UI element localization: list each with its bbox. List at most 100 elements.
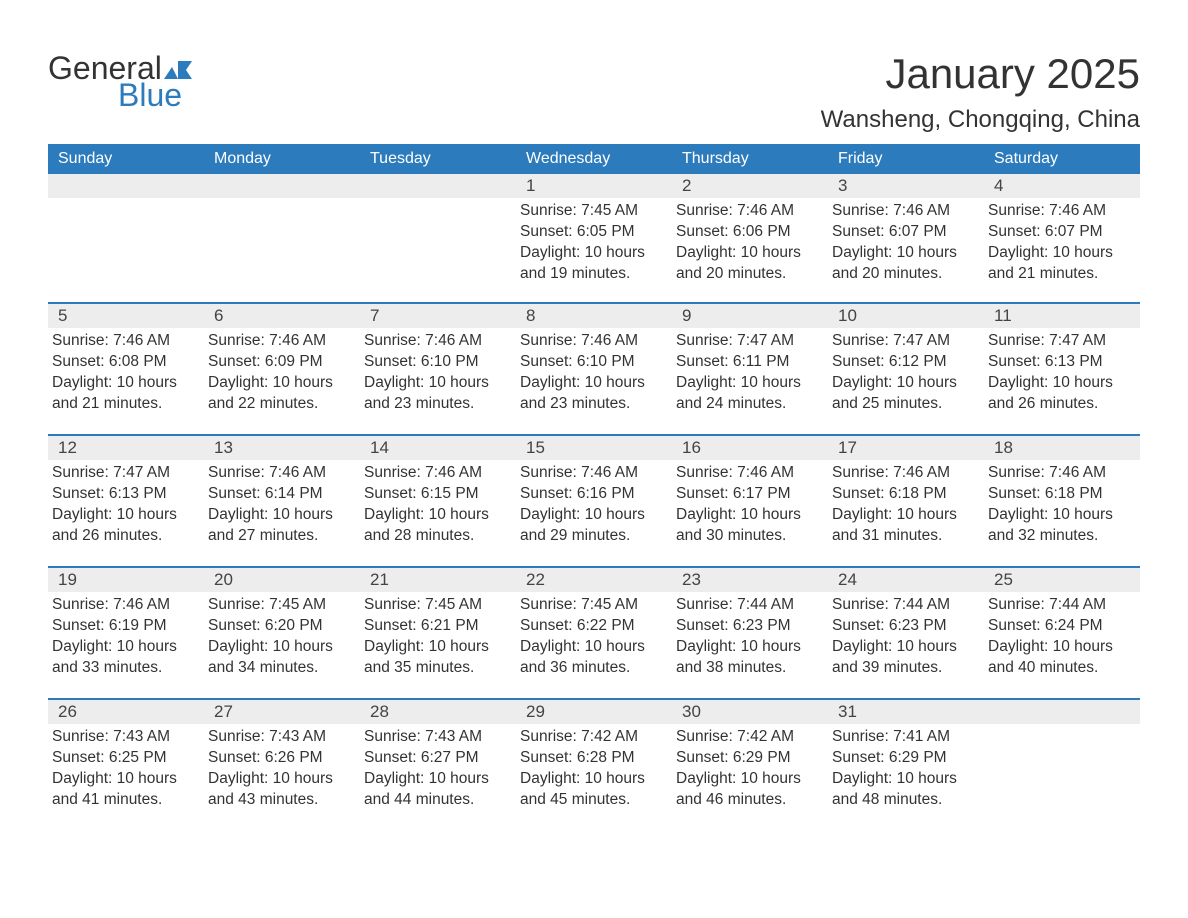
sunrise-text: Sunrise: 7:46 AM [676,201,828,222]
day-cell: 31 Sunrise: 7:41 AMSunset: 6:29 PMDayligh… [828,700,984,830]
logo: General Blue [48,50,192,114]
day-details: Sunrise: 7:43 AMSunset: 6:25 PMDaylight:… [48,724,204,811]
sunrise-text: Sunrise: 7:46 AM [364,331,516,352]
daylight-text: Daylight: 10 hours and 34 minutes. [208,637,360,679]
day-number: 3 [838,176,847,195]
logo-flag-icon [164,59,192,79]
day-num-row: 13 [204,436,360,460]
day-num-row: 20 [204,568,360,592]
day-number: 15 [526,438,545,457]
day-details: Sunrise: 7:45 AMSunset: 6:20 PMDaylight:… [204,592,360,679]
sunset-text: Sunset: 6:13 PM [52,484,204,505]
day-num-row: 15 [516,436,672,460]
sunrise-text: Sunrise: 7:45 AM [520,201,672,222]
sunset-text: Sunset: 6:11 PM [676,352,828,373]
day-num-row: 27 [204,700,360,724]
day-header-wednesday: Wednesday [516,144,672,174]
daylight-text: Daylight: 10 hours and 31 minutes. [832,505,984,547]
day-number: 27 [214,702,233,721]
sunrise-text: Sunrise: 7:46 AM [208,463,360,484]
day-number: 5 [58,306,67,325]
day-number: 22 [526,570,545,589]
day-num-row: 5 [48,304,204,328]
day-cell: 13Sunrise: 7:46 AMSunset: 6:14 PMDayligh… [204,436,360,566]
sunrise-text: Sunrise: 7:46 AM [988,463,1140,484]
month-title: January 2025 [821,50,1140,98]
day-number: 14 [370,438,389,457]
day-cell: 14Sunrise: 7:46 AMSunset: 6:15 PMDayligh… [360,436,516,566]
day-details: Sunrise: 7:42 AMSunset: 6:28 PMDaylight:… [516,724,672,811]
daylight-text: Daylight: 10 hours and 23 minutes. [364,373,516,415]
day-details: Sunrise: 7:46 AMSunset: 6:18 PMDaylight:… [984,460,1140,547]
day-cell: 30Sunrise: 7:42 AMSunset: 6:29 PMDayligh… [672,700,828,830]
sunset-text: Sunset: 6:29 PM [832,748,984,769]
day-num-row: 2 [672,174,828,198]
day-details: Sunrise: 7:44 AMSunset: 6:23 PMDaylight:… [828,592,984,679]
day-num-row: 31 [828,700,984,724]
day-cell: 15Sunrise: 7:46 AMSunset: 6:16 PMDayligh… [516,436,672,566]
day-cell: 6Sunrise: 7:46 AMSunset: 6:09 PMDaylight… [204,304,360,434]
day-number: 8 [526,306,535,325]
day-number: 21 [370,570,389,589]
title-block: January 2025 Wansheng, Chongqing, China [821,50,1140,134]
daylight-text: Daylight: 10 hours and 45 minutes. [520,769,672,811]
sunrise-text: Sunrise: 7:41 AM [832,727,984,748]
day-cell [984,700,1140,830]
day-header-sunday: Sunday [48,144,204,174]
daylight-text: Daylight: 10 hours and 35 minutes. [364,637,516,679]
daylight-text: Daylight: 10 hours and 27 minutes. [208,505,360,547]
day-details: Sunrise: 7:46 AMSunset: 6:10 PMDaylight:… [360,328,516,415]
day-details: Sunrise: 7:43 AMSunset: 6:27 PMDaylight:… [360,724,516,811]
day-cell: 2 Sunrise: 7:46 AMSunset: 6:06 PMDaylight… [672,174,828,302]
day-details: Sunrise: 7:46 AMSunset: 6:06 PMDaylight:… [672,198,828,285]
sunrise-text: Sunrise: 7:45 AM [364,595,516,616]
location: Wansheng, Chongqing, China [821,106,1140,134]
day-number: 17 [838,438,857,457]
sunrise-text: Sunrise: 7:42 AM [676,727,828,748]
sunrise-text: Sunrise: 7:44 AM [988,595,1140,616]
day-num-row: 30 [672,700,828,724]
day-details: Sunrise: 7:46 AMSunset: 6:19 PMDaylight:… [48,592,204,679]
day-number: 2 [682,176,691,195]
sunrise-text: Sunrise: 7:46 AM [52,331,204,352]
day-number: 31 [838,702,857,721]
daylight-text: Daylight: 10 hours and 30 minutes. [676,505,828,547]
day-cell [204,174,360,302]
sunrise-text: Sunrise: 7:44 AM [676,595,828,616]
day-cell [48,174,204,302]
calendar: Sunday Monday Tuesday Wednesday Thursday… [48,144,1140,830]
day-details: Sunrise: 7:45 AMSunset: 6:21 PMDaylight:… [360,592,516,679]
sunset-text: Sunset: 6:29 PM [676,748,828,769]
sunset-text: Sunset: 6:26 PM [208,748,360,769]
sunset-text: Sunset: 6:16 PM [520,484,672,505]
sunrise-text: Sunrise: 7:46 AM [52,595,204,616]
sunset-text: Sunset: 6:17 PM [676,484,828,505]
sunset-text: Sunset: 6:07 PM [988,222,1140,243]
sunrise-text: Sunrise: 7:46 AM [520,463,672,484]
day-num-row: 11 [984,304,1140,328]
sunrise-text: Sunrise: 7:43 AM [364,727,516,748]
day-num-row [48,174,204,198]
sunrise-text: Sunrise: 7:47 AM [988,331,1140,352]
sunset-text: Sunset: 6:18 PM [988,484,1140,505]
day-num-row: 29 [516,700,672,724]
sunrise-text: Sunrise: 7:45 AM [208,595,360,616]
day-cell: 28Sunrise: 7:43 AMSunset: 6:27 PMDayligh… [360,700,516,830]
day-details: Sunrise: 7:41 AMSunset: 6:29 PMDaylight:… [828,724,984,811]
day-number: 24 [838,570,857,589]
day-cell: 20Sunrise: 7:45 AMSunset: 6:20 PMDayligh… [204,568,360,698]
sunset-text: Sunset: 6:13 PM [988,352,1140,373]
day-details: Sunrise: 7:44 AMSunset: 6:23 PMDaylight:… [672,592,828,679]
sunset-text: Sunset: 6:21 PM [364,616,516,637]
day-cell: 9Sunrise: 7:47 AMSunset: 6:11 PMDaylight… [672,304,828,434]
sunset-text: Sunset: 6:10 PM [364,352,516,373]
day-num-row: 16 [672,436,828,460]
day-cell: 21 Sunrise: 7:45 AMSunset: 6:21 PMDayligh… [360,568,516,698]
daylight-text: Daylight: 10 hours and 26 minutes. [988,373,1140,415]
week-row: 19Sunrise: 7:46 AMSunset: 6:19 PMDayligh… [48,566,1140,698]
day-num-row [204,174,360,198]
day-number: 10 [838,306,857,325]
day-num-row: 26 [48,700,204,724]
daylight-text: Daylight: 10 hours and 48 minutes. [832,769,984,811]
day-num-row [360,174,516,198]
